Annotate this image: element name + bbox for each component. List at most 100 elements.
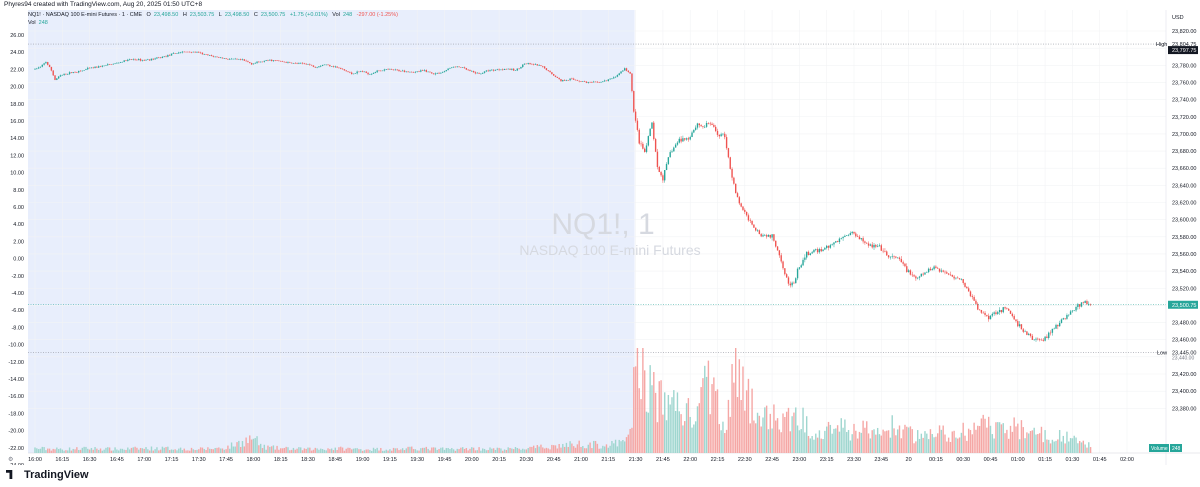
candle-body — [168, 55, 171, 56]
volume-bar — [631, 427, 633, 453]
candle-body — [727, 148, 730, 158]
volume-bar — [871, 430, 873, 453]
candle-body — [394, 69, 397, 71]
candle-body — [585, 81, 588, 83]
volume-bar — [434, 447, 437, 453]
volume-bar — [376, 447, 378, 453]
candle-body — [576, 80, 579, 81]
volume-bar — [1035, 434, 1037, 453]
volume-bar — [354, 448, 357, 453]
volume-bar — [816, 437, 819, 453]
volume-bar — [249, 435, 251, 453]
volume-bar — [849, 440, 852, 453]
candle-body — [276, 60, 278, 61]
volume-bar — [829, 424, 832, 453]
volume-bar — [571, 443, 573, 453]
candle-body — [340, 67, 342, 69]
volume-bar — [356, 448, 358, 453]
candle-body — [125, 60, 127, 62]
candle-body — [420, 70, 422, 72]
candle-body — [563, 79, 566, 81]
volume-bar — [67, 450, 69, 453]
gear-icon[interactable]: ⚙ — [8, 456, 13, 463]
volume-bar — [687, 398, 690, 453]
candle-body — [183, 51, 185, 53]
volume-bar — [873, 429, 875, 453]
volume-bar — [289, 450, 291, 453]
volume-bar — [327, 448, 329, 453]
volume-bar — [516, 448, 518, 453]
time-tick-label: 22:30 — [738, 457, 752, 463]
candle-body — [128, 59, 131, 60]
candle-body — [34, 68, 36, 70]
header-text: Phyres94 created with TradingView.com, A… — [4, 1, 203, 8]
volume-bar — [853, 423, 855, 453]
volume-bar — [591, 448, 593, 453]
candle-body — [809, 253, 812, 255]
candle-body — [707, 122, 710, 124]
chart-canvas[interactable]: 23,820.0023,800.0023,780.0023,760.0023,7… — [0, 10, 1200, 469]
volume-bar — [722, 421, 724, 453]
candle-body — [343, 69, 346, 71]
volume-bar — [955, 437, 957, 453]
candle-body — [425, 70, 427, 72]
price-chart[interactable]: NQ1! · NASDAQ 100 E-mini Futures · 1 · C… — [0, 10, 1200, 469]
candle-body — [148, 59, 151, 61]
volume-bar — [987, 416, 990, 453]
candle-body — [381, 70, 384, 72]
candle-body — [123, 60, 125, 62]
candle-body — [644, 148, 646, 152]
volume-bar — [982, 414, 984, 453]
candle-body — [755, 227, 757, 231]
candle-body — [873, 244, 875, 248]
volume-bar — [896, 429, 899, 453]
candle-body — [294, 63, 296, 64]
volume-bar — [636, 348, 639, 453]
volume-bar — [551, 444, 553, 453]
volume-bar — [949, 441, 952, 453]
volume-bar — [96, 448, 98, 453]
candle-body — [740, 203, 742, 207]
candle-body — [223, 58, 225, 59]
volume-bar — [512, 449, 515, 453]
volume-bar — [128, 449, 131, 453]
volume-bar — [108, 447, 111, 453]
candle-body — [329, 64, 331, 67]
volume-bar — [1069, 438, 1072, 453]
volume-bar — [760, 426, 762, 453]
legend-vol-row-label: Vol — [28, 20, 36, 26]
candle-body — [90, 67, 93, 69]
candle-body — [261, 61, 264, 63]
volume-bar — [68, 447, 71, 453]
candle-body — [250, 62, 253, 65]
candle-body — [960, 279, 963, 280]
candle-body — [669, 152, 671, 158]
volume-bar — [309, 447, 311, 453]
legend-vol-label: Vol — [332, 12, 340, 18]
candle-body — [54, 75, 56, 80]
candle-body — [849, 233, 852, 236]
volume-bar — [50, 450, 53, 453]
volume-bar — [48, 448, 51, 453]
candle-body — [487, 70, 489, 72]
candle-body — [966, 286, 968, 289]
volume-bar — [36, 448, 38, 453]
candle-body — [962, 279, 964, 283]
volume-bar — [343, 450, 346, 453]
volume-bar — [485, 450, 488, 453]
candle-body — [522, 64, 524, 68]
volume-bar — [884, 431, 886, 453]
volume-bar — [887, 430, 890, 453]
volume-bar — [381, 450, 384, 453]
candle-body — [735, 183, 737, 194]
volume-bar — [518, 448, 520, 453]
price-tick-label: 23,680.00 — [1172, 149, 1196, 155]
candle-body — [389, 69, 391, 70]
candle-body — [578, 80, 580, 82]
volume-bar — [467, 450, 469, 453]
volume-bar — [880, 435, 882, 453]
volume-bar — [432, 447, 435, 453]
volume-bar — [654, 392, 657, 453]
candle-body — [387, 69, 389, 70]
candle-body — [689, 137, 691, 140]
